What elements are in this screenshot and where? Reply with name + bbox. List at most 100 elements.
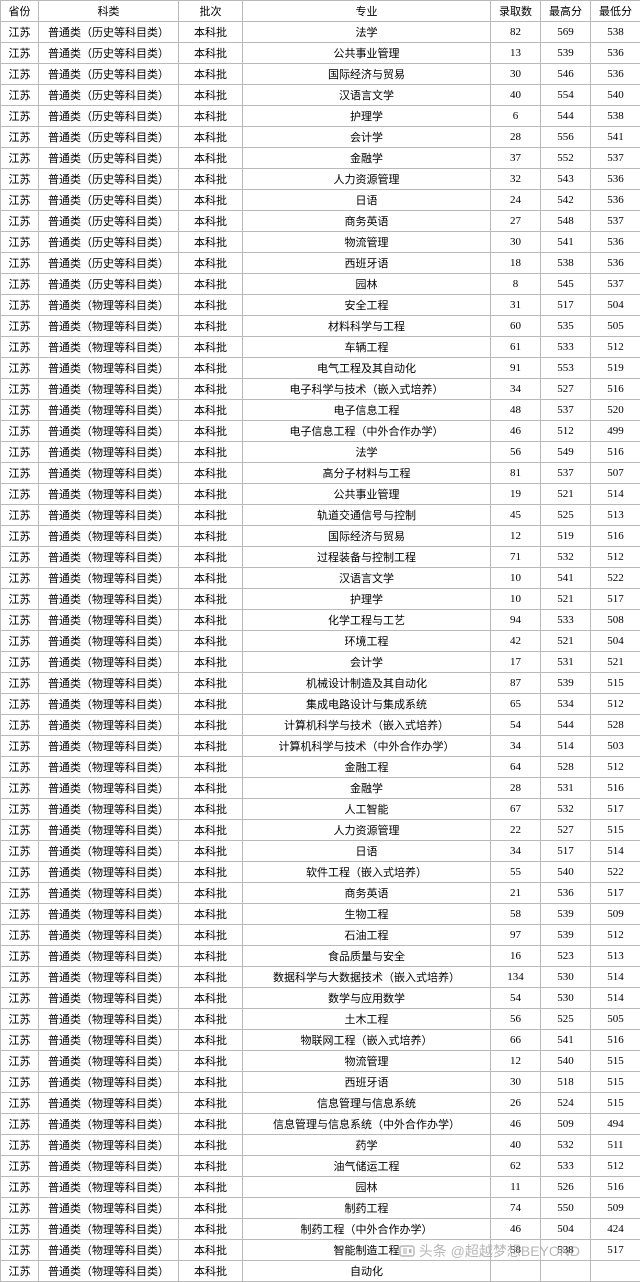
table-cell: 环境工程 bbox=[243, 631, 491, 652]
table-row: 江苏普通类（历史等科目类）本科批物流管理30541536 bbox=[1, 232, 640, 253]
table-cell: 国际经济与贸易 bbox=[243, 526, 491, 547]
table-cell: 江苏 bbox=[1, 925, 39, 946]
table-cell: 江苏 bbox=[1, 421, 39, 442]
table-cell: 江苏 bbox=[1, 43, 39, 64]
table-row: 江苏普通类（物理等科目类）本科批信息管理与信息系统（中外合作办学）4650949… bbox=[1, 1114, 640, 1135]
table-cell: 本科批 bbox=[179, 589, 243, 610]
table-cell: 本科批 bbox=[179, 904, 243, 925]
table-cell: 536 bbox=[591, 64, 640, 85]
table-cell: 普通类（历史等科目类） bbox=[39, 253, 179, 274]
table-cell: 514 bbox=[541, 736, 591, 757]
table-cell: 512 bbox=[541, 421, 591, 442]
table-row: 江苏普通类（历史等科目类）本科批法学82569538 bbox=[1, 22, 640, 43]
table-row: 江苏普通类（历史等科目类）本科批西班牙语18538536 bbox=[1, 253, 640, 274]
table-row: 江苏普通类（物理等科目类）本科批高分子材料与工程81537507 bbox=[1, 463, 640, 484]
table-cell: 本科批 bbox=[179, 1114, 243, 1135]
column-header: 最高分 bbox=[541, 1, 591, 22]
table-cell: 22 bbox=[491, 820, 541, 841]
table-row: 江苏普通类（物理等科目类）本科批人力资源管理22527515 bbox=[1, 820, 640, 841]
table-cell: 数学与应用数学 bbox=[243, 988, 491, 1009]
table-cell: 522 bbox=[591, 862, 640, 883]
table-cell: 12 bbox=[491, 526, 541, 547]
table-row: 江苏普通类（物理等科目类）本科批金融学28531516 bbox=[1, 778, 640, 799]
table-cell: 540 bbox=[541, 862, 591, 883]
table-cell: 普通类（物理等科目类） bbox=[39, 841, 179, 862]
table-cell: 江苏 bbox=[1, 190, 39, 211]
table-cell: 13 bbox=[491, 43, 541, 64]
table-cell: 528 bbox=[541, 757, 591, 778]
table-cell: 日语 bbox=[243, 190, 491, 211]
table-row: 江苏普通类（物理等科目类）本科批石油工程97539512 bbox=[1, 925, 640, 946]
table-row: 江苏普通类（物理等科目类）本科批自动化 bbox=[1, 1261, 640, 1282]
table-cell: 本科批 bbox=[179, 1009, 243, 1030]
table-row: 江苏普通类（物理等科目类）本科批过程装备与控制工程71532512 bbox=[1, 547, 640, 568]
table-cell: 本科批 bbox=[179, 778, 243, 799]
table-cell: 18 bbox=[491, 253, 541, 274]
table-cell: 江苏 bbox=[1, 526, 39, 547]
table-cell: 65 bbox=[491, 694, 541, 715]
table-cell: 本科批 bbox=[179, 736, 243, 757]
table-cell: 536 bbox=[591, 169, 640, 190]
table-cell: 27 bbox=[491, 211, 541, 232]
table-cell: 江苏 bbox=[1, 1030, 39, 1051]
table-cell: 10 bbox=[491, 568, 541, 589]
table-cell: 539 bbox=[541, 43, 591, 64]
table-cell: 520 bbox=[591, 400, 640, 421]
table-cell: 本科批 bbox=[179, 1198, 243, 1219]
table-header-row: 省份科类批次专业录取数最高分最低分 bbox=[1, 1, 640, 22]
table-cell: 522 bbox=[591, 568, 640, 589]
table-cell: 江苏 bbox=[1, 1072, 39, 1093]
table-row: 江苏普通类（历史等科目类）本科批商务英语27548537 bbox=[1, 211, 640, 232]
table-cell: 本科批 bbox=[179, 190, 243, 211]
table-cell: 石油工程 bbox=[243, 925, 491, 946]
table-cell: 535 bbox=[541, 316, 591, 337]
table-cell: 539 bbox=[541, 925, 591, 946]
table-cell: 本科批 bbox=[179, 862, 243, 883]
table-cell: 45 bbox=[491, 505, 541, 526]
table-cell: 517 bbox=[591, 1240, 640, 1261]
table-cell: 549 bbox=[541, 442, 591, 463]
table-cell: 江苏 bbox=[1, 694, 39, 715]
table-cell: 544 bbox=[541, 715, 591, 736]
table-cell: 54 bbox=[491, 988, 541, 1009]
table-cell: 513 bbox=[591, 505, 640, 526]
table-cell: 538 bbox=[541, 1240, 591, 1261]
table-cell: 11 bbox=[491, 1177, 541, 1198]
table-row: 江苏普通类（历史等科目类）本科批金融学37552537 bbox=[1, 148, 640, 169]
table-cell: 本科批 bbox=[179, 1093, 243, 1114]
table-cell: 普通类（物理等科目类） bbox=[39, 883, 179, 904]
table-row: 江苏普通类（物理等科目类）本科批药学40532511 bbox=[1, 1135, 640, 1156]
table-cell: 本科批 bbox=[179, 1072, 243, 1093]
table-row: 江苏普通类（物理等科目类）本科批制药工程74550509 bbox=[1, 1198, 640, 1219]
table-cell: 计算机科学与技术（嵌入式培养） bbox=[243, 715, 491, 736]
table-cell: 本科批 bbox=[179, 1156, 243, 1177]
table-cell: 物联网工程（嵌入式培养） bbox=[243, 1030, 491, 1051]
table-cell: 普通类（物理等科目类） bbox=[39, 1198, 179, 1219]
table-cell: 541 bbox=[591, 127, 640, 148]
table-cell: 512 bbox=[591, 694, 640, 715]
table-cell: 本科批 bbox=[179, 925, 243, 946]
table-cell: 安全工程 bbox=[243, 295, 491, 316]
table-cell: 541 bbox=[541, 1030, 591, 1051]
table-cell: 本科批 bbox=[179, 463, 243, 484]
table-cell: 46 bbox=[491, 1114, 541, 1135]
table-row: 江苏普通类（物理等科目类）本科批电子信息工程48537520 bbox=[1, 400, 640, 421]
table-cell: 512 bbox=[591, 925, 640, 946]
table-cell: 公共事业管理 bbox=[243, 43, 491, 64]
table-row: 江苏普通类（物理等科目类）本科批化学工程与工艺94533508 bbox=[1, 610, 640, 631]
table-cell: 机械设计制造及其自动化 bbox=[243, 673, 491, 694]
table-cell: 本科批 bbox=[179, 1051, 243, 1072]
table-cell: 普通类（物理等科目类） bbox=[39, 925, 179, 946]
table-cell: 普通类（物理等科目类） bbox=[39, 589, 179, 610]
table-cell: 普通类（物理等科目类） bbox=[39, 316, 179, 337]
table-row: 江苏普通类（物理等科目类）本科批物流管理12540515 bbox=[1, 1051, 640, 1072]
table-cell: 527 bbox=[541, 820, 591, 841]
table-cell: 本科批 bbox=[179, 400, 243, 421]
table-cell: 本科批 bbox=[179, 127, 243, 148]
table-row: 江苏普通类（物理等科目类）本科批信息管理与信息系统26524515 bbox=[1, 1093, 640, 1114]
table-cell: 本科批 bbox=[179, 316, 243, 337]
table-cell: 521 bbox=[541, 631, 591, 652]
table-cell: 江苏 bbox=[1, 1051, 39, 1072]
table-cell: 46 bbox=[491, 421, 541, 442]
table-cell: 本科批 bbox=[179, 946, 243, 967]
